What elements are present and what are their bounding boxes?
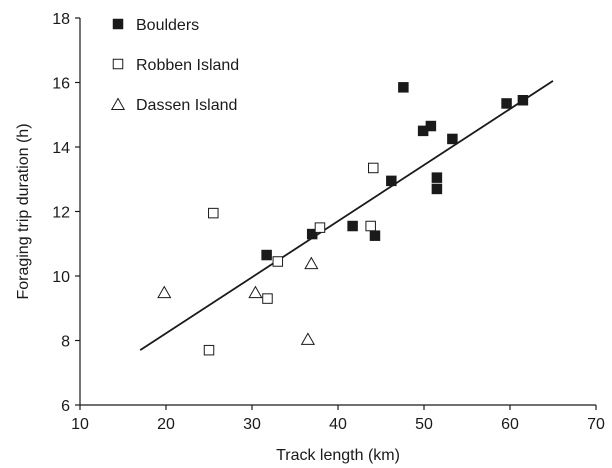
data-point-robben-island [262,293,273,304]
x-tick-label: 30 [243,416,261,433]
legend-marker-robben-island [112,58,124,70]
y-tick-label: 6 [61,398,70,415]
data-point-robben-island [208,207,219,219]
legend-label-boulders: Boulders [136,17,199,34]
x-tick-label: 70 [587,416,605,433]
data-point-robben-island [272,256,284,267]
data-point-boulders [425,120,437,132]
data-point-dassen-island [300,332,316,345]
y-tick-label: 10 [52,269,70,286]
x-axis-label: Track length (km) [276,447,400,464]
data-point-boulders [386,175,397,187]
data-point-boulders [517,94,529,106]
y-tick-label: 14 [52,140,70,157]
data-point-robben-island [368,162,379,174]
y-ticks: 6 8 10 12 14 16 18 [52,11,80,415]
legend-label-robben-island: Robben Island [136,57,239,74]
y-tick-label: 12 [52,205,70,222]
data-point-boulders [261,249,272,261]
y-tick-label: 8 [61,334,70,351]
data-points [157,82,529,356]
y-tick-label: 16 [52,76,70,93]
data-point-boulders [501,98,512,109]
data-point-boulders [447,133,458,145]
data-point-robben-island [314,222,326,233]
x-tick-label: 50 [415,416,433,433]
data-point-boulders [431,183,443,195]
legend-label-dassen-island: Dassen Island [136,97,237,114]
data-point-boulders [431,172,443,183]
x-tick-label: 20 [157,416,175,433]
data-point-boulders [398,82,409,93]
data-point-boulders [347,220,358,232]
legend: Boulders Robben Island Dassen Island [110,17,239,114]
trend-line [139,80,554,351]
data-point-boulders [306,228,318,240]
data-point-dassen-island [157,285,172,299]
y-axis-label: Foraging trip duration (h) [15,123,32,299]
x-tick-label: 40 [329,416,347,433]
data-point-robben-island [203,344,215,356]
legend-marker-boulders [112,18,124,30]
data-point-dassen-island [304,256,319,270]
legend-marker-dassen-island [110,97,126,110]
data-point-dassen-island [248,285,263,299]
data-point-robben-island [365,220,376,232]
data-point-boulders [369,230,381,241]
x-tick-label: 10 [71,416,89,433]
axes [79,18,596,406]
x-tick-label: 60 [501,416,519,433]
x-ticks: 10 20 30 40 50 60 70 [71,405,605,433]
y-tick-label: 18 [52,11,70,28]
